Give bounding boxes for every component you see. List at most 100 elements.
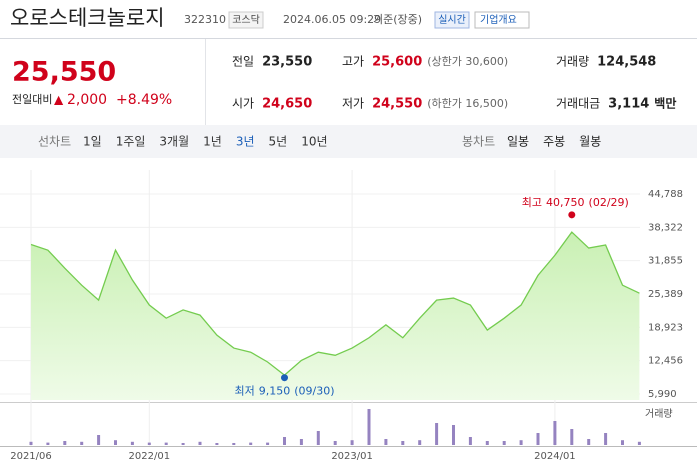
volume-bar [621,440,624,445]
volume-bar [130,441,134,445]
volume-bar [80,441,84,445]
badge [228,11,264,29]
volume-bar [283,437,286,445]
volume-bar [418,440,422,445]
y-tick-label: 44,788 [648,189,683,200]
badge[interactable] [474,11,530,29]
volume-bar [333,441,337,445]
stat-value: 124,548 [597,55,656,70]
basis: 기준(장중) [373,13,422,26]
volume-bar [587,439,591,445]
volume-bar [316,431,320,445]
volume-bar [266,442,270,445]
volume-bar [401,441,405,445]
low-name: 최저 [235,385,255,398]
volume-bar [63,441,67,445]
stat-label: 전일 [232,55,254,69]
low-marker [281,374,288,382]
period-tab[interactable]: 1년 [203,135,222,149]
volume-bar [452,425,455,445]
x-axis [0,446,697,447]
volume-bar [350,440,354,445]
change-arrow: ▲ [54,93,64,107]
volume-bar [181,443,185,445]
y-tick-label: 5,990 [648,389,677,400]
company-button[interactable]: 기업개요 [480,13,517,26]
volume-bar [485,441,489,445]
realtime-button[interactable]: 실시간 [438,14,466,26]
datetime: 2024.06.05 09:29 [283,13,381,26]
volume-label: 거래량 [645,408,673,420]
stat-label: 거래대금 [556,97,600,111]
y-tick-label: 31,855 [648,256,683,267]
x-tick-label: 2022/01 [129,451,171,462]
volume-bar [232,443,236,445]
stat-value: 23,550 [262,55,312,70]
volume-bar [502,441,506,445]
high-marker [568,211,576,219]
stat-note: (상한가 30,600) [427,55,508,68]
area [31,232,640,400]
volume-bar [164,442,168,445]
stat-note: (하한가 16,500) [427,96,508,110]
stat-label: 거래량 [556,55,589,69]
volume-bar [46,442,50,445]
y-tick-label: 25,389 [648,289,683,300]
volume-bar [468,437,472,445]
stat-value: 24,650 [262,97,312,112]
stat-label: 고가 [342,55,364,69]
tab-label: 봉차트 [462,135,495,149]
candle-tab[interactable]: 일봉 [507,135,529,149]
divider [205,39,206,125]
market-badge: 코스닥 [232,14,260,26]
panel-divider [0,402,697,403]
volume-bar [147,442,151,445]
high-date: (02/29) [589,196,629,209]
y-tick-label: 38,322 [648,222,683,233]
period-tab[interactable]: 1일 [83,135,102,149]
y-tick-label: 18,923 [648,322,683,333]
candle-tab[interactable]: 월봉 [579,135,601,149]
price-line [30,231,640,376]
tab-bar [0,125,697,158]
volume-bar [519,440,523,445]
period-tab[interactable]: 5년 [269,135,288,149]
stat-value: 25,600 [372,55,422,70]
volume-bar [367,409,371,445]
change-percent: +8.49% [116,92,172,108]
stat-label: 저가 [342,97,364,111]
volume-bar [637,441,641,445]
volume-bar [435,423,439,445]
x-tick-label: 2024/01 [534,451,576,462]
low-date: (09/30) [294,385,334,398]
x-tick-label: 2021/06 [10,451,52,462]
stat-value: 3,114 [608,97,649,112]
stat-value: 24,550 [372,97,422,112]
volume-bar [198,441,202,445]
period-tab[interactable]: 1주일 [116,135,146,149]
x-tick-label: 2023/01 [331,451,373,462]
volume-bar [29,441,33,445]
volume-bar [570,429,574,445]
change: 2,000 [67,92,107,108]
low-label: 9,150 [259,385,291,398]
volume-bar [553,421,557,445]
volume-bar [604,433,608,445]
badge[interactable] [434,11,470,29]
y-tick-label: 12,456 [648,356,683,367]
period-tab[interactable]: 3개월 [159,135,189,149]
volume-bar [114,440,117,445]
volume-bar [299,439,303,445]
change-label: 전일대비 [12,92,52,106]
candle-tab[interactable]: 주봉 [543,135,565,149]
period-tab[interactable]: 10년 [301,135,327,149]
stat-label: 시가 [232,97,254,111]
current-price: 25,550 [12,57,116,88]
volume-bar [249,442,253,445]
high-name: 최고 [522,196,542,209]
volume-bar [384,439,388,445]
stock-code: 322310 [184,13,226,26]
period-tab[interactable]: 3년 [236,135,255,149]
volume-bar [97,435,101,445]
